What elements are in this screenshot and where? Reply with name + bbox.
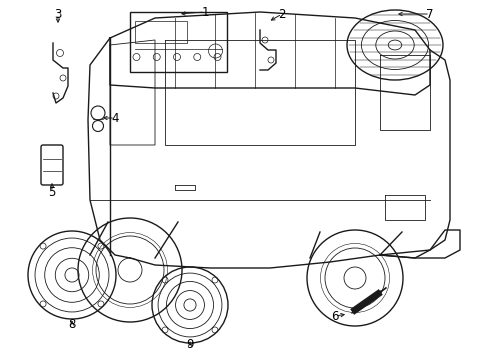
Text: 7: 7 bbox=[426, 8, 433, 21]
Text: 9: 9 bbox=[186, 338, 193, 351]
Text: 5: 5 bbox=[48, 185, 56, 198]
Text: 8: 8 bbox=[68, 319, 76, 332]
Text: 4: 4 bbox=[111, 112, 119, 125]
Text: 1: 1 bbox=[201, 5, 208, 18]
Text: 2: 2 bbox=[278, 8, 285, 21]
Text: 3: 3 bbox=[54, 8, 61, 21]
Bar bbox=[134, 21, 186, 43]
Text: 6: 6 bbox=[330, 310, 338, 323]
